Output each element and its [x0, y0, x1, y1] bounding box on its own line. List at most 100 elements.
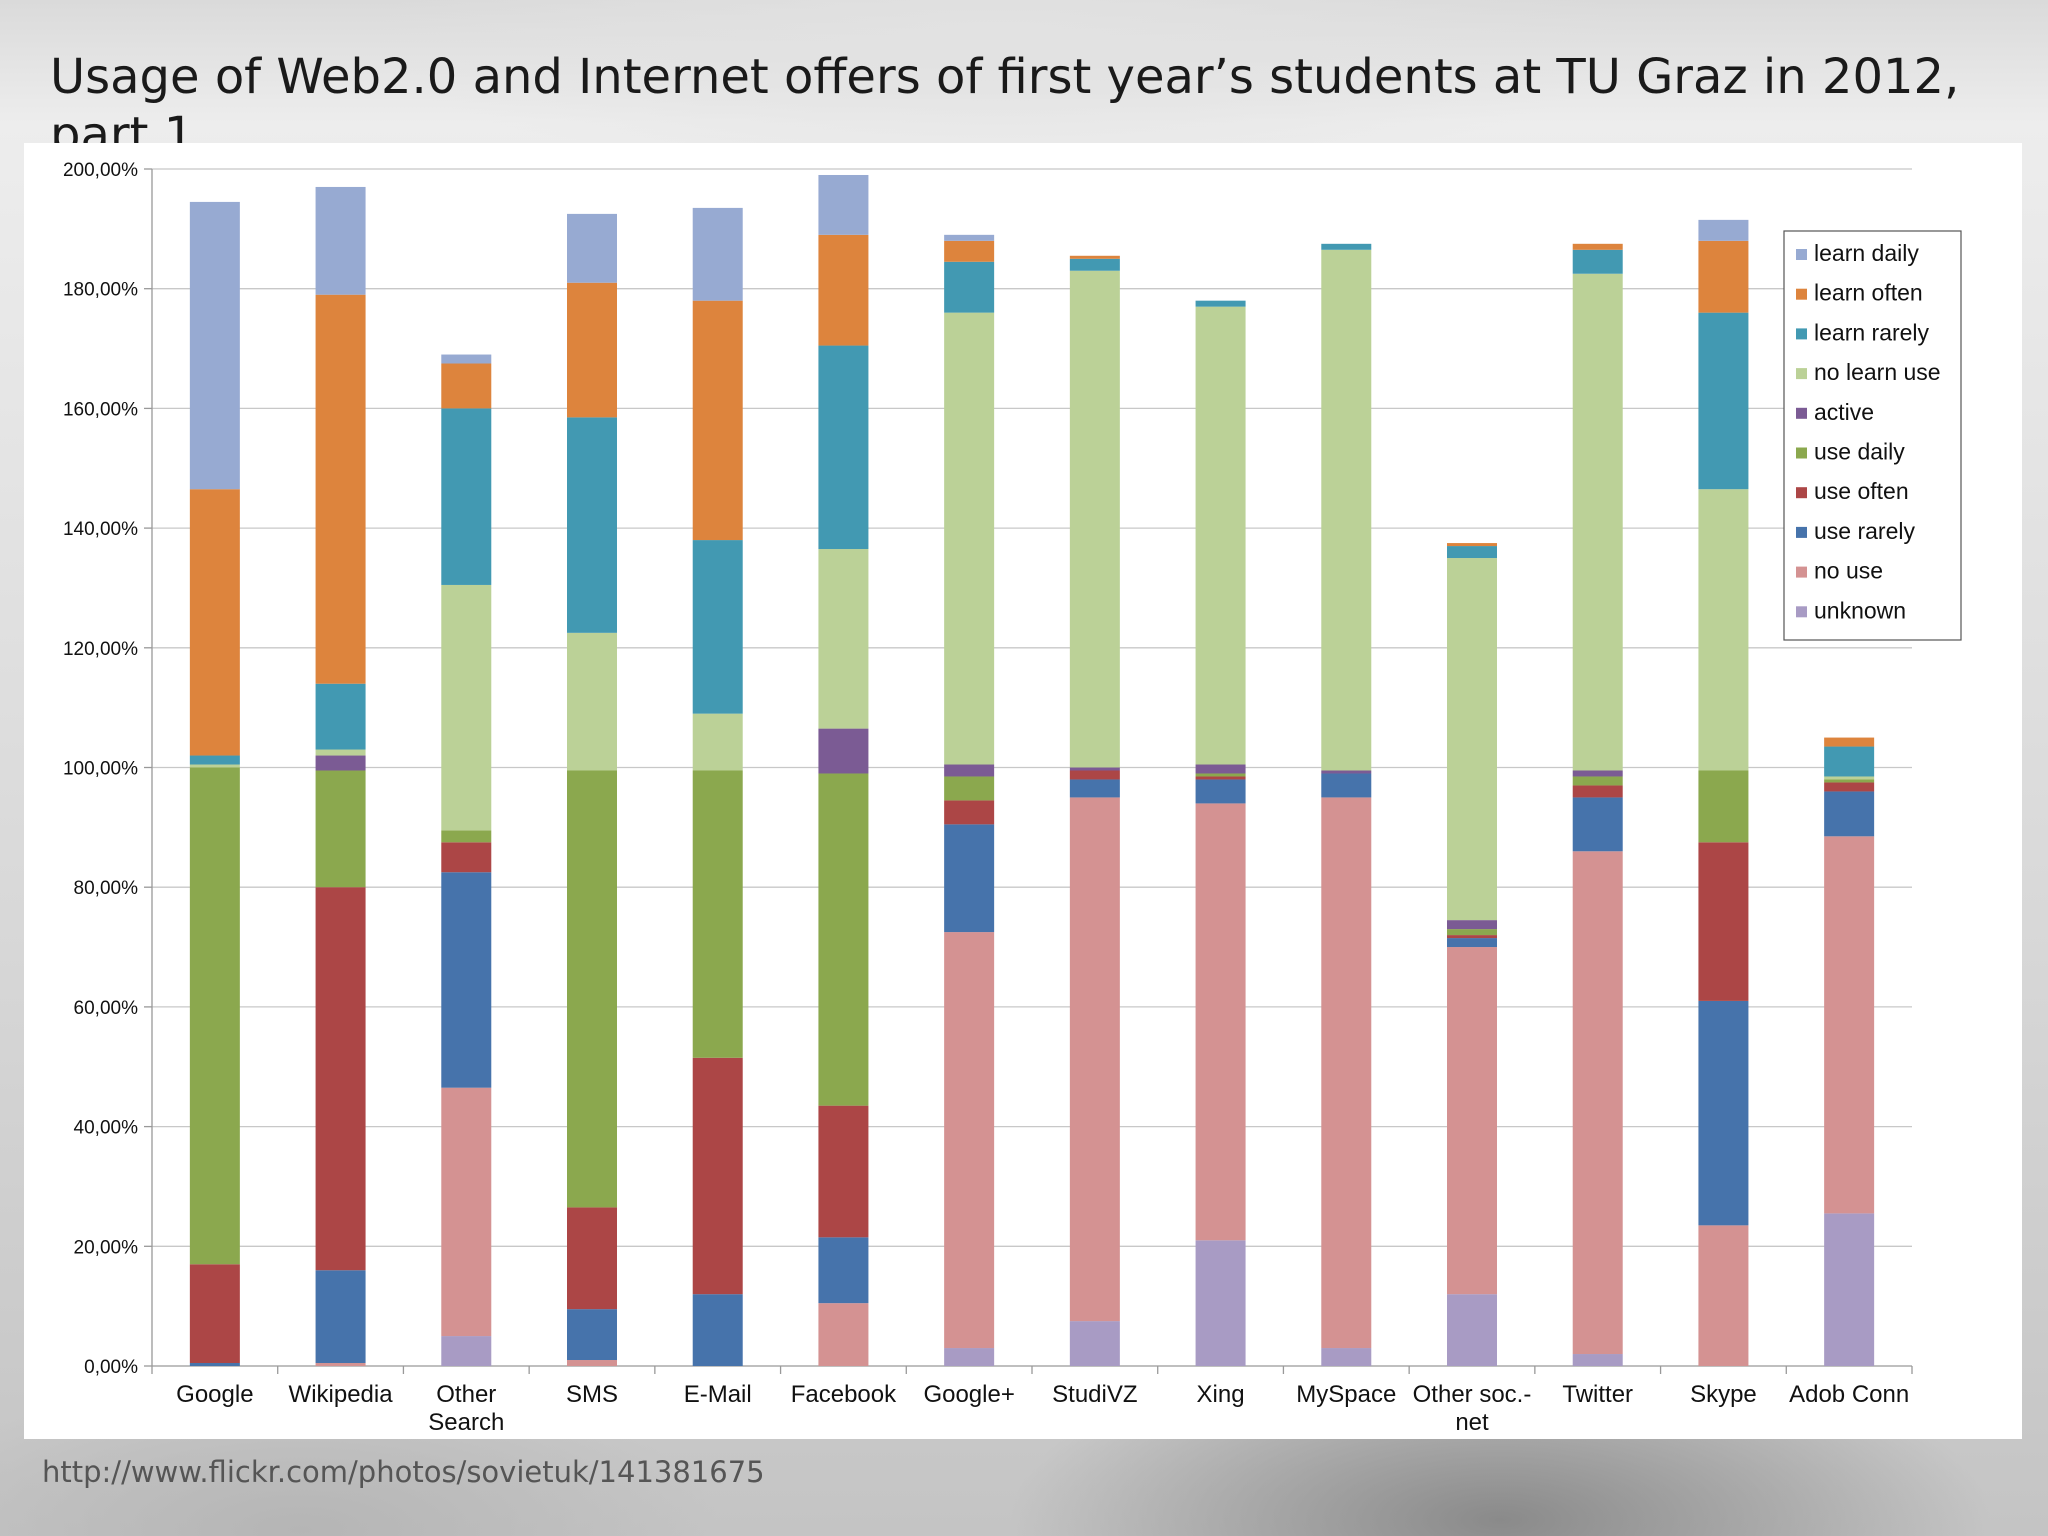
- bar-segment-use-daily: [1824, 779, 1875, 783]
- bar-segment-learn-rarely: [441, 408, 492, 585]
- bar-segment-no-use: [944, 932, 995, 1349]
- bar-segment-learn-often: [1824, 737, 1875, 747]
- legend-swatch-use-daily: [1796, 447, 1807, 459]
- x-category-label: MySpace: [1296, 1381, 1396, 1408]
- bar-segment-learn-rarely: [944, 261, 995, 313]
- bar-segment-use-rarely: [1195, 779, 1246, 804]
- bar-segment-learn-often: [1572, 243, 1623, 250]
- bar-segment-use-daily: [1195, 773, 1246, 777]
- legend-swatch-learn-daily: [1796, 249, 1807, 260]
- legend-swatch-active: [1796, 407, 1807, 419]
- bar-segment-no-learn-use: [1321, 249, 1372, 771]
- bar-segment-no-use: [1824, 836, 1875, 1214]
- y-tick-label: 200,00%: [63, 160, 138, 181]
- bar-segment-use-often: [692, 1057, 743, 1295]
- legend-swatch-use-rarely: [1796, 526, 1807, 538]
- bar-segment-learn-often: [1698, 240, 1749, 313]
- chart-panel: 0,00% 20,00% 40,00% 60,00% 80,00% 100,00% 120,…: [24, 143, 2022, 1439]
- bar-segment-no-learn-use: [1572, 273, 1623, 771]
- bar-segment-learn-often: [441, 363, 492, 409]
- bar-segment-learn-rarely: [1195, 300, 1246, 307]
- bar-segment-active: [1195, 764, 1246, 774]
- bar-segment-use-rarely: [692, 1294, 743, 1366]
- bar-segment-use-often: [944, 800, 995, 825]
- bar-segment-use-rarely: [1447, 938, 1497, 948]
- y-tick-label: 60,00%: [74, 998, 139, 1019]
- bar-segment-unknown: [1069, 1321, 1120, 1366]
- bar-segment-use-daily: [1698, 770, 1749, 843]
- bar-segment-learn-rarely: [1069, 258, 1120, 271]
- x-category-label: StudiVZ: [1052, 1381, 1137, 1408]
- legend-swatch-learn-rarely: [1796, 328, 1807, 340]
- bar-segment-no-learn-use: [1195, 306, 1246, 765]
- bar-segment-use-daily: [189, 767, 240, 1265]
- bar-segment-no-use: [441, 1087, 492, 1337]
- legend-label: no use: [1814, 558, 1883, 584]
- bar-segment-active: [1069, 767, 1120, 771]
- legend-label: use often: [1814, 478, 1909, 504]
- bar-segment-unknown: [1195, 1240, 1246, 1366]
- bar-segment-use-often: [1824, 782, 1875, 792]
- y-tick-label: 180,00%: [63, 280, 138, 301]
- bar-segment-unknown: [944, 1348, 995, 1366]
- bar-segment-unknown: [1447, 1294, 1497, 1366]
- slide-title: Usage of Web2.0 and Internet offers of f…: [50, 49, 1960, 163]
- bar-segment-learn-rarely: [1321, 243, 1372, 250]
- bar-segment-unknown: [441, 1336, 492, 1366]
- bar-segment-use-daily: [818, 773, 869, 1106]
- bar-segment-learn-daily: [1698, 219, 1749, 241]
- bar-segment-no-learn-use: [944, 312, 995, 765]
- bar-segment-learn-rarely: [1698, 312, 1749, 490]
- legend-swatch-no-learn-use: [1796, 368, 1807, 380]
- bar-segment-learn-rarely: [1572, 249, 1623, 274]
- x-category-label: net: [1455, 1409, 1489, 1436]
- bar-segment-learn-daily: [692, 207, 743, 301]
- legend-swatch-no-use: [1796, 566, 1807, 578]
- bar-segment-no-use: [1321, 797, 1372, 1349]
- bar-segment-use-rarely: [1824, 791, 1875, 837]
- bar-segment-use-often: [818, 1105, 869, 1238]
- bar-segment-use-rarely: [1321, 773, 1372, 798]
- bar-segment-no-use: [315, 1363, 366, 1366]
- y-tick-label: 0,00%: [84, 1357, 138, 1378]
- bar-segment-use-often: [1195, 776, 1246, 780]
- bar-segment-learn-often: [189, 489, 240, 756]
- bar-segment-use-rarely: [1572, 797, 1623, 852]
- bar-segment-use-rarely: [315, 1270, 366, 1364]
- bar-segment-learn-daily: [189, 201, 240, 490]
- bar-segment-learn-often: [692, 300, 743, 541]
- bar-segment-learn-rarely: [692, 540, 743, 714]
- bar-segment-use-often: [315, 887, 366, 1271]
- bar-segment-learn-daily: [315, 186, 366, 295]
- bar-segment-use-often: [1447, 935, 1497, 939]
- x-category-label: Skype: [1690, 1381, 1757, 1408]
- bar-segment-active: [1447, 920, 1497, 930]
- legend-label: learn rarely: [1814, 319, 1930, 345]
- legend-swatch-learn-often: [1796, 288, 1807, 300]
- bar-segment-no-use: [1572, 851, 1623, 1355]
- source-link[interactable]: http://www.flickr.com/photos/sovietuk/14…: [42, 1455, 765, 1489]
- y-tick-label: 40,00%: [74, 1118, 139, 1139]
- bar-segment-no-learn-use: [1069, 270, 1120, 768]
- bar-segment-use-daily: [567, 770, 617, 1208]
- x-category-label: Twitter: [1562, 1381, 1633, 1408]
- bar-segment-no-use: [1069, 797, 1120, 1322]
- bar-segment-use-often: [189, 1264, 240, 1364]
- bar-segment-use-often: [1698, 842, 1749, 1001]
- bar-segment-learn-rarely: [189, 755, 240, 765]
- legend-label: no learn use: [1814, 359, 1941, 385]
- legend-label: active: [1814, 399, 1874, 425]
- bar-segment-use-daily: [1572, 776, 1623, 786]
- bar-segment-learn-rarely: [315, 683, 366, 750]
- bar-segment-unknown: [1824, 1213, 1875, 1366]
- bar-segment-learn-rarely: [1824, 746, 1875, 777]
- bar-segment-learn-daily: [441, 354, 492, 364]
- x-category-label: E-Mail: [684, 1381, 752, 1408]
- x-category-label: Google+: [923, 1381, 1014, 1408]
- bar-segment-active: [1321, 770, 1372, 774]
- bar-segment-no-learn-use: [189, 764, 240, 768]
- bar-segment-use-daily: [692, 770, 743, 1058]
- x-category-label: Other: [436, 1381, 496, 1408]
- bar-segment-learn-rarely: [567, 417, 617, 633]
- x-category-label: Facebook: [791, 1381, 897, 1408]
